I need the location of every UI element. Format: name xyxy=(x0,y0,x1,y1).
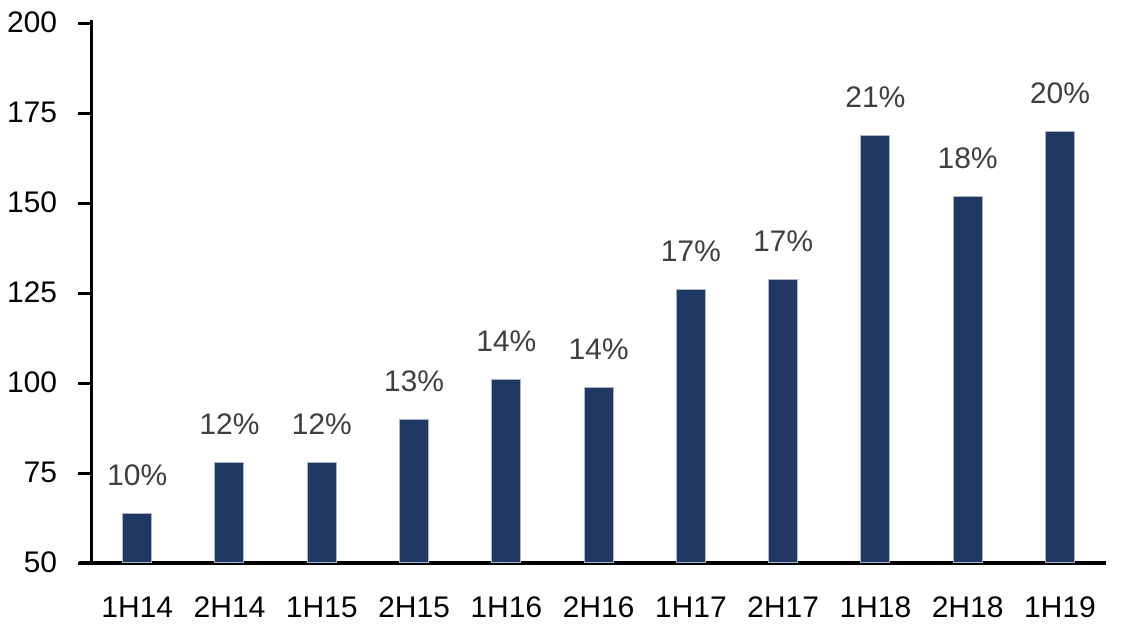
x-axis-category-label: 2H18 xyxy=(931,591,1004,624)
x-axis-category-label: 2H16 xyxy=(562,591,635,624)
bar-data-label: 10% xyxy=(107,458,168,492)
x-axis-line xyxy=(79,561,1106,565)
bar xyxy=(306,462,337,563)
x-axis-category-label: 1H18 xyxy=(839,591,912,624)
y-axis-tick xyxy=(78,21,91,25)
bar xyxy=(583,386,614,563)
y-axis-tick xyxy=(78,291,91,295)
y-axis-line xyxy=(90,20,93,565)
bar xyxy=(675,289,706,563)
x-axis-category-label: 1H15 xyxy=(285,591,358,624)
x-axis-category-label: 2H14 xyxy=(193,591,266,624)
y-axis-tick-label: 100 xyxy=(6,366,57,399)
y-axis-tick xyxy=(78,111,91,115)
bar xyxy=(860,134,891,563)
x-axis-category-label: 1H16 xyxy=(470,591,543,624)
y-axis-tick-label: 150 xyxy=(6,186,57,219)
x-axis-category-label: 2H15 xyxy=(378,591,450,624)
y-axis-tick-label: 175 xyxy=(6,96,57,129)
bar-data-label: 17% xyxy=(753,224,814,258)
bar xyxy=(398,419,429,563)
y-axis-tick-label: 50 xyxy=(23,546,57,579)
bar-data-label: 18% xyxy=(937,141,998,175)
bar-data-label: 17% xyxy=(660,235,721,269)
y-axis-tick xyxy=(78,561,91,565)
bar xyxy=(122,512,153,563)
bar xyxy=(768,278,799,563)
bar-data-label: 20% xyxy=(1029,77,1090,110)
bar xyxy=(952,195,983,563)
bar-data-label: 21% xyxy=(845,80,906,114)
x-axis-category-label: 2H17 xyxy=(747,591,819,624)
y-axis-tick xyxy=(78,471,91,475)
bar xyxy=(1044,131,1075,563)
x-axis-category-label: 1H19 xyxy=(1024,591,1096,624)
bar-data-label: 12% xyxy=(199,408,260,442)
bar-data-label: 13% xyxy=(383,365,444,398)
bar-data-label: 14% xyxy=(568,332,629,366)
bar xyxy=(491,379,522,563)
x-axis-category-label: 1H14 xyxy=(101,591,173,624)
bar-data-label: 12% xyxy=(291,408,352,442)
y-axis-tick-label: 125 xyxy=(6,276,57,309)
y-axis-tick-label: 200 xyxy=(6,6,57,39)
bar xyxy=(214,462,245,563)
x-axis-category-label: 1H17 xyxy=(654,591,727,624)
y-axis-tick xyxy=(78,201,91,205)
y-axis-tick xyxy=(78,381,91,385)
y-axis-tick-label: 75 xyxy=(23,456,57,489)
bar-data-label: 14% xyxy=(476,325,537,359)
